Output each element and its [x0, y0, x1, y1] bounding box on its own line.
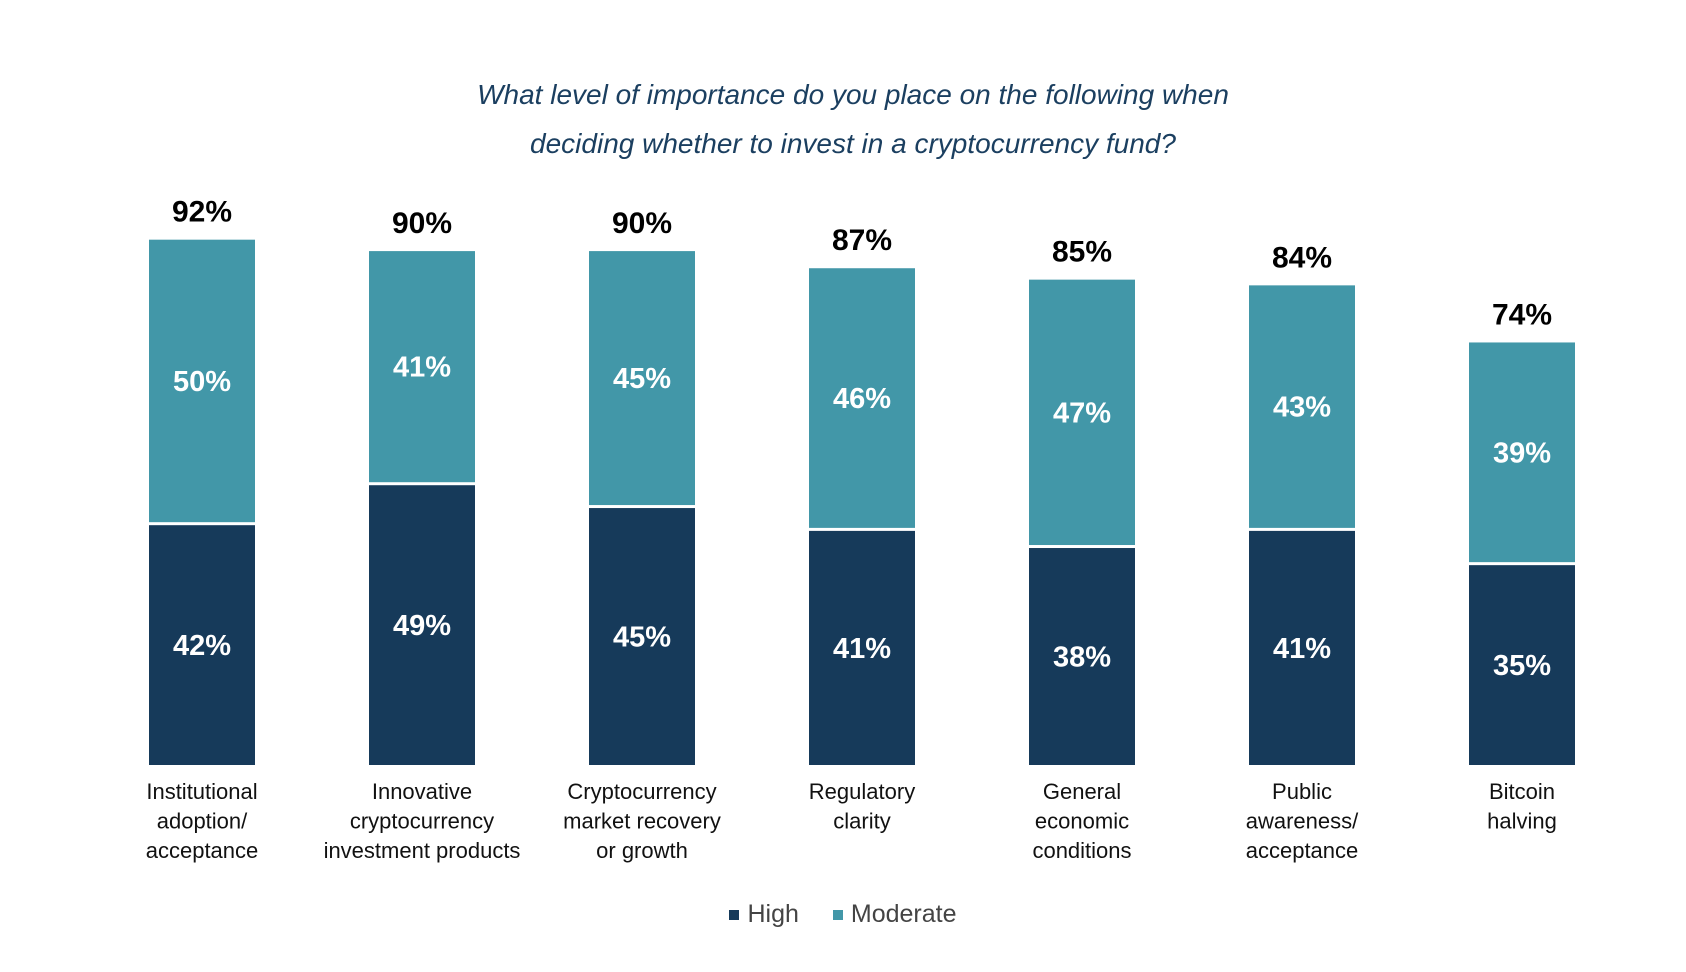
category-label: acceptance — [1246, 838, 1359, 863]
data-label-moderate: 43% — [1273, 392, 1331, 424]
legend-label-moderate: Moderate — [850, 900, 957, 928]
total-label: 85% — [1052, 236, 1112, 269]
category-label: investment products — [324, 838, 521, 863]
data-label-moderate: 45% — [613, 363, 671, 395]
category-label: Bitcoin — [1489, 779, 1555, 804]
bar-moderate — [589, 251, 695, 506]
data-label-high: 45% — [613, 622, 671, 654]
category-label: cryptocurrency — [350, 809, 494, 834]
title-line-1: What level of importance do you place on… — [477, 79, 1229, 110]
chart-title: What level of importance do you place on… — [0, 70, 1686, 168]
bar-moderate — [369, 251, 475, 483]
category-label: clarity — [833, 809, 890, 834]
title-line-2: deciding whether to invest in a cryptocu… — [530, 128, 1176, 159]
legend-item-moderate: Moderate — [832, 900, 957, 929]
data-label-high: 41% — [1273, 633, 1331, 665]
data-label-high: 49% — [393, 610, 451, 642]
bar-high — [369, 485, 475, 765]
total-label: 90% — [612, 207, 672, 240]
total-label: 84% — [1272, 241, 1332, 274]
data-label-moderate: 41% — [393, 352, 451, 384]
data-label-moderate: 46% — [833, 383, 891, 415]
category-label: economic — [1035, 809, 1129, 834]
data-label-high: 42% — [173, 630, 231, 662]
legend-item-high: High — [729, 900, 799, 929]
bar-moderate — [1469, 342, 1575, 563]
category-label: adoption/ — [157, 809, 248, 834]
data-label-high: 38% — [1053, 642, 1111, 674]
category-label: awareness/ — [1246, 809, 1359, 834]
bar-moderate — [1249, 285, 1355, 528]
total-label: 92% — [172, 196, 232, 229]
category-label: Regulatory — [809, 779, 915, 804]
category-label: acceptance — [146, 838, 259, 863]
data-label-moderate: 50% — [173, 366, 231, 398]
data-label-moderate: 39% — [1493, 437, 1551, 469]
total-label: 90% — [392, 207, 452, 240]
bar-high — [1249, 530, 1355, 765]
category-label: Public — [1272, 779, 1332, 804]
category-label: market recovery — [563, 809, 721, 834]
legend: High Moderate — [0, 900, 1686, 929]
bar-high — [149, 525, 255, 765]
category-label: General — [1043, 779, 1121, 804]
legend-swatch-high — [729, 909, 740, 920]
bar-moderate — [809, 268, 915, 528]
data-label-high: 41% — [833, 633, 891, 665]
bar-moderate — [149, 239, 255, 523]
bar-high — [1029, 548, 1135, 765]
total-label: 87% — [832, 224, 892, 257]
category-label: Institutional — [146, 779, 257, 804]
bar-high — [589, 508, 695, 765]
category-label: or growth — [596, 838, 688, 863]
category-label: conditions — [1032, 838, 1131, 863]
data-label-moderate: 47% — [1053, 397, 1111, 429]
total-label: 74% — [1492, 298, 1552, 331]
data-label-high: 35% — [1493, 650, 1551, 682]
category-label: Innovative — [372, 779, 472, 804]
bar-moderate — [1029, 279, 1135, 546]
category-label: Cryptocurrency — [567, 779, 716, 804]
legend-swatch-moderate — [832, 909, 843, 920]
category-label: halving — [1487, 809, 1557, 834]
bar-high — [809, 530, 915, 765]
legend-label-high: High — [747, 900, 799, 928]
bar-high — [1469, 565, 1575, 765]
